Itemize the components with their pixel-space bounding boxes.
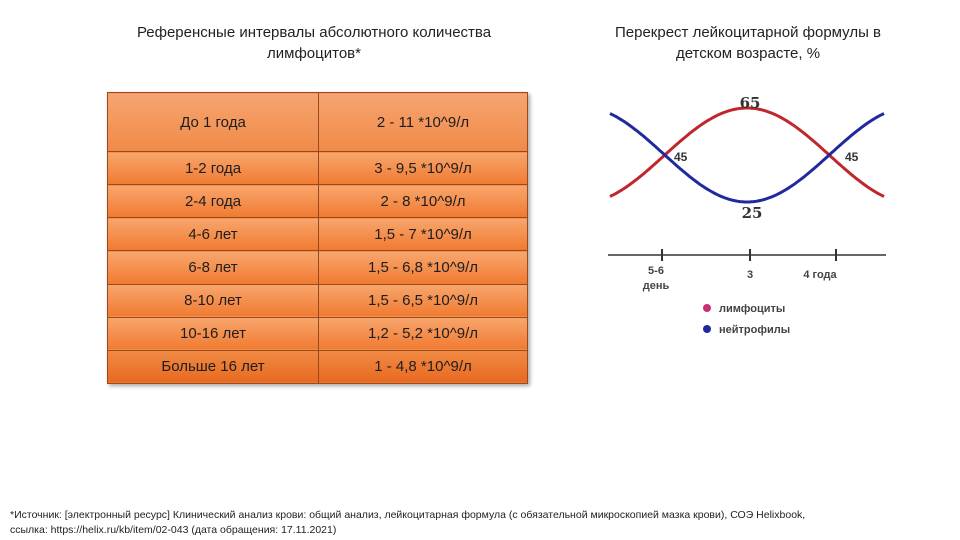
table-row: До 1 года 2 - 11 *10^9/л (107, 92, 528, 152)
legend-marker-neutrophils (703, 325, 711, 333)
age-cell: 10-16 лет (107, 316, 319, 351)
range-cell: 2 - 8 *10^9/л (318, 184, 528, 219)
age-cell: Больше 16 лет (107, 349, 319, 385)
table-row: 6-8 лет 1,5 - 6,8 *10^9/л (107, 250, 528, 285)
leukocyte-crossover-chart: 65 25 45 45 5-6 день 3 4 года лимфоциты … (608, 94, 886, 336)
table-row: Больше 16 лет 1 - 4,8 *10^9/л (107, 349, 528, 385)
trough-label: 25 (742, 204, 763, 222)
range-cell: 1,5 - 7 *10^9/л (318, 217, 528, 252)
table-row: 4-6 лет 1,5 - 7 *10^9/л (107, 217, 528, 252)
x-tick-label-day: 5-6 (648, 265, 664, 277)
legend-label-lymphocytes: лимфоциты (719, 303, 785, 315)
neutrophils-series-line (609, 112, 885, 204)
range-cell: 1,5 - 6,8 *10^9/л (318, 250, 528, 285)
age-cell: 8-10 лет (107, 283, 319, 318)
lymphocytes-series-line (609, 106, 885, 198)
age-cell: 6-8 лет (107, 250, 319, 285)
range-cell: 2 - 11 *10^9/л (318, 92, 528, 152)
age-cell: 2-4 года (107, 184, 319, 219)
age-cell: До 1 года (107, 92, 319, 152)
table-row: 10-16 лет 1,2 - 5,2 *10^9/л (107, 316, 528, 351)
legend-label-neutrophils: нейтрофилы (719, 324, 790, 336)
legend-marker-lymphocytes (703, 304, 711, 312)
range-cell: 1,5 - 6,5 *10^9/л (318, 283, 528, 318)
age-cell: 1-2 года (107, 150, 319, 186)
chart-title: Перекрест лейкоцитарной формулы в детско… (614, 24, 881, 62)
range-cell: 3 - 9,5 *10^9/л (318, 150, 528, 186)
table-row: 1-2 года 3 - 9,5 *10^9/л (107, 150, 528, 186)
reference-intervals-table: До 1 года 2 - 11 *10^9/л 1-2 года 3 - 9,5 … (107, 92, 528, 385)
range-cell: 1,2 - 5,2 *10^9/л (318, 316, 528, 351)
x-tick-label-day-unit: день (643, 280, 670, 292)
age-cell: 4-6 лет (107, 217, 319, 252)
table-row: 2-4 года 2 - 8 *10^9/л (107, 184, 528, 219)
x-tick-label: 4 года (803, 269, 837, 281)
cross-right-label: 45 (845, 150, 859, 164)
cross-left-label: 45 (674, 150, 688, 164)
x-tick-label: 3 (747, 269, 753, 281)
range-cell: 1 - 4,8 *10^9/л (318, 349, 528, 385)
table-title: Референсные интервалы абсолютного количе… (136, 24, 492, 62)
footnote-line: *Источник: [электронный ресурс] Клиничес… (10, 509, 806, 521)
footnote-link-line: ссылка: https://helix.ru/kb/item/02-043 … (10, 524, 337, 536)
source-footnote: *Источник: [электронный ресурс] Клиничес… (10, 508, 950, 538)
peak-label: 65 (740, 94, 761, 112)
table-row: 8-10 лет 1,5 - 6,5 *10^9/л (107, 283, 528, 318)
